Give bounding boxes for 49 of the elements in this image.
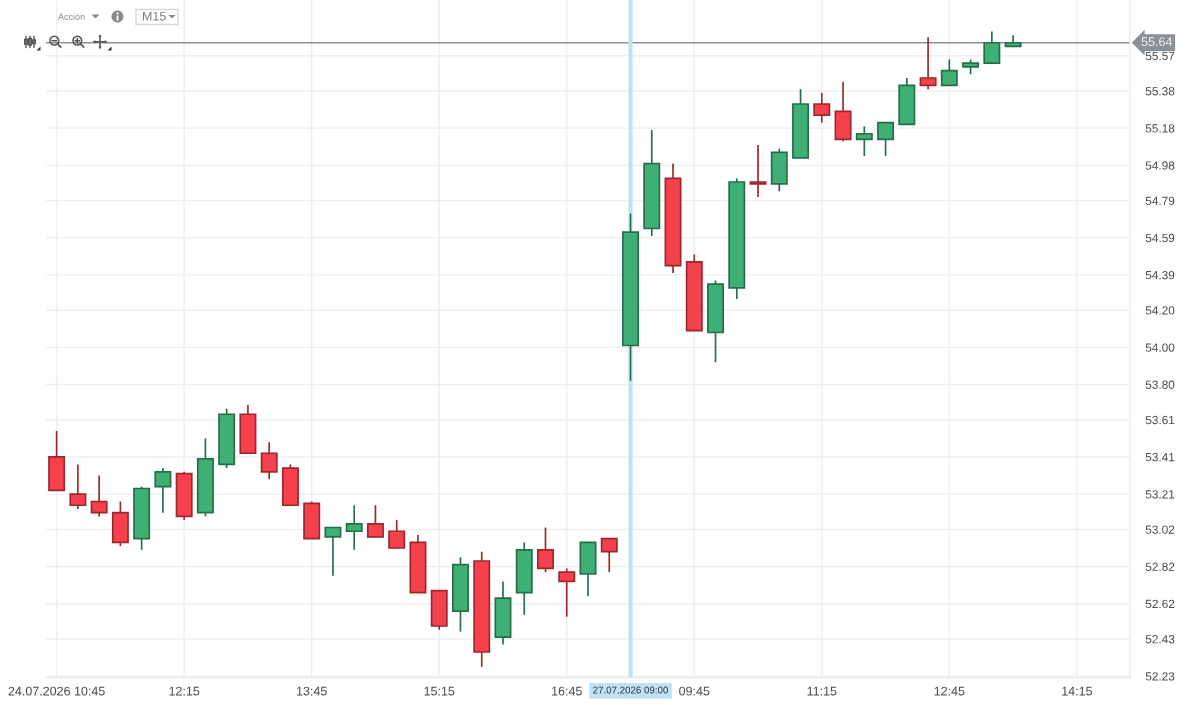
- candlestick: [877, 121, 895, 157]
- y-tick-label: 52.82: [1145, 562, 1175, 571]
- y-tick-label: 52.23: [1145, 672, 1175, 681]
- annotation: Acción: [58, 13, 85, 20]
- x-tick-label: 15:15: [424, 686, 455, 696]
- y-tick-label: 53.80: [1145, 380, 1175, 389]
- y-tick-label: 53.21: [1145, 490, 1175, 499]
- candlestick: [940, 58, 958, 87]
- x-tick-label: 12:15: [169, 686, 200, 696]
- y-tick-label: 54.59: [1145, 233, 1175, 243]
- x-tick-label: 24.07.2026 10:45: [8, 686, 105, 696]
- y-tick-label: 54.98: [1145, 161, 1175, 170]
- y-tick-label: 52.62: [1145, 599, 1175, 609]
- candlestick: [154, 467, 172, 514]
- candlestick: [324, 526, 342, 577]
- candlestick: [983, 30, 1001, 64]
- candlestick: [919, 36, 937, 90]
- candlestick: [69, 463, 87, 510]
- candlestick: [749, 144, 767, 198]
- y-tick-label: 53.61: [1145, 415, 1175, 425]
- y-tick-label: 54.20: [1145, 306, 1175, 315]
- x-tick-label: 09:45: [679, 686, 710, 696]
- x-tick-label: 27.07.2026 09:00: [593, 686, 668, 694]
- y-tick-label: 55.18: [1145, 124, 1175, 133]
- candlestick: [345, 504, 363, 551]
- y-tick-label: 55.57: [1145, 51, 1175, 61]
- y-tick-label: 55.38: [1145, 87, 1175, 96]
- y-tick-label: 54.39: [1145, 270, 1175, 280]
- y-tick-label: 53.41: [1145, 452, 1175, 462]
- x-tick-label: 13:45: [297, 686, 327, 696]
- y-tick-label: 53.02: [1145, 525, 1175, 534]
- y-tick-label: 54.00: [1145, 343, 1175, 352]
- candlestick: [90, 474, 108, 518]
- candlestick: [537, 526, 554, 573]
- candlestick: [260, 441, 278, 481]
- x-tick-label: 14:15: [1062, 686, 1092, 696]
- candlestick: [388, 519, 406, 549]
- candlestick: [366, 504, 384, 538]
- ref-line-label: 55.64: [1141, 37, 1173, 47]
- candlestick: [813, 92, 831, 124]
- x-tick-label: 11:15: [807, 686, 837, 696]
- x-tick-label: 16:45: [552, 686, 582, 696]
- y-tick-label: 54.79: [1145, 196, 1175, 206]
- candlestick: [600, 537, 618, 573]
- candlestick: [855, 125, 873, 157]
- x-tick-label: 12:45: [934, 686, 965, 696]
- y-tick-label: 52.43: [1145, 635, 1175, 644]
- annotation: M15: [143, 11, 166, 21]
- candlestick: [558, 567, 576, 618]
